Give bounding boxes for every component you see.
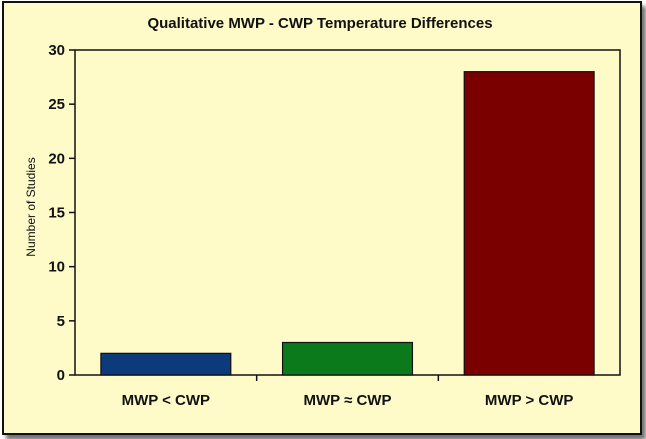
y-tick-label: 15 <box>48 205 65 222</box>
y-tick-label: 20 <box>48 150 65 167</box>
bar-2 <box>281 341 414 376</box>
chart-title: Qualitative MWP - CWP Temperature Differ… <box>147 15 492 32</box>
y-axis-label: Number of Studies <box>24 157 38 256</box>
y-tick-label: 10 <box>48 259 65 276</box>
y-tick-label: 5 <box>57 313 65 330</box>
x-category-label: MWP ≈ CWP <box>304 392 392 409</box>
x-category-label: MWP < CWP <box>122 392 210 409</box>
plot-area: 0 5 10 15 20 25 30 MWP < CWP MWP ≈ CWP MWP > CWP <box>48 42 621 409</box>
bar-3 <box>463 71 595 376</box>
y-tick-label: 0 <box>57 367 65 384</box>
y-tick-label: 30 <box>48 42 65 59</box>
bar-1 <box>100 352 232 376</box>
x-category-label: MWP > CWP <box>485 392 573 409</box>
y-tick-label: 25 <box>48 96 65 113</box>
